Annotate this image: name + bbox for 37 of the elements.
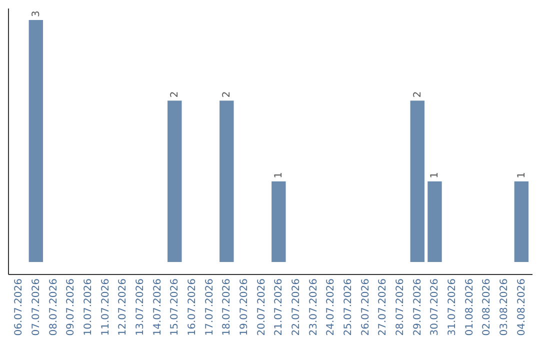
x-tick-label: 27.07.2026 — [378, 278, 389, 336]
x-tick-label: 20.07.2026 — [256, 278, 268, 336]
x-tick-label: 25.07.2026 — [343, 278, 354, 336]
data-label: 1 — [430, 172, 441, 178]
x-tick-label: 11.07.2026 — [100, 278, 112, 336]
x-tick-label: 16.07.2026 — [186, 278, 198, 336]
x-tick-label: 28.07.2026 — [395, 278, 406, 336]
x-tick-label: 14.07.2026 — [152, 278, 164, 336]
x-tick-label: 02.08.2026 — [482, 278, 493, 336]
data-label: 1 — [516, 172, 528, 178]
data-label: 2 — [412, 91, 424, 98]
x-tick-label: 19.07.2026 — [238, 278, 250, 336]
x-tick-label: 24.07.2026 — [326, 278, 337, 336]
x-tick-label: 09.07.2026 — [66, 278, 77, 336]
x-tick-label: 26.07.2026 — [360, 278, 372, 336]
x-tick-label: 04.08.2026 — [516, 278, 528, 336]
x-tick-label: 13.07.2026 — [134, 278, 146, 336]
x-tick-label: 15.07.2026 — [170, 278, 181, 336]
data-label: 2 — [170, 91, 181, 98]
x-tick-label: 30.07.2026 — [430, 278, 441, 336]
x-tick-label: 18.07.2026 — [222, 278, 233, 336]
x-tick-label: 06.07.2026 — [14, 278, 25, 336]
x-tick-label: 31.07.2026 — [447, 278, 458, 336]
x-tick-label: 12.07.2026 — [118, 278, 129, 336]
data-label: 2 — [222, 91, 233, 98]
x-tick-label: 23.07.2026 — [308, 278, 320, 336]
x-tick-label: 29.07.2026 — [412, 278, 424, 336]
data-label: 3 — [30, 10, 42, 17]
x-tick-label: 21.07.2026 — [274, 278, 285, 336]
x-tick-label: 01.08.2026 — [464, 278, 476, 336]
x-tick-label: 22.07.2026 — [291, 278, 302, 336]
data-label: 1 — [274, 172, 285, 178]
x-tick-label: 08.07.2026 — [48, 278, 60, 336]
x-tick-label: 03.08.2026 — [499, 278, 510, 336]
x-tick-label: 10.07.2026 — [82, 278, 94, 336]
x-tick-label: 17.07.2026 — [204, 278, 216, 336]
x-tick-label: 07.07.2026 — [30, 278, 42, 336]
